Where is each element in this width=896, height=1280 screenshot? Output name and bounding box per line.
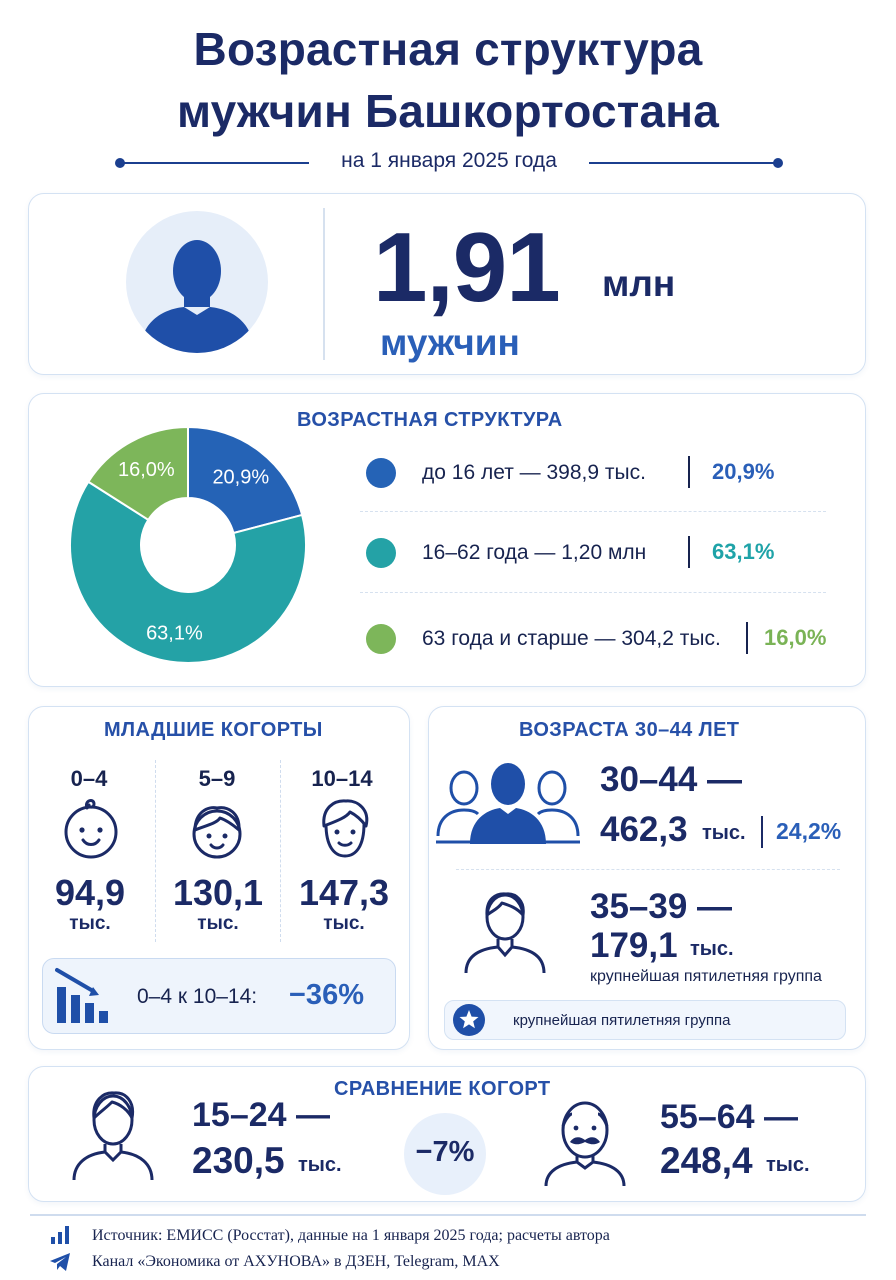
cohort-age-0-4: 0–4: [70, 766, 108, 791]
left-range: 15–24 —: [192, 1096, 330, 1134]
bar-chart-icon: [51, 1226, 69, 1244]
legend-pct-16-62: 63,1%: [712, 539, 775, 564]
trend-text: 0–4 к 10–14:: [137, 985, 258, 1008]
sub-note: крупнейшая пятилетняя группа: [590, 968, 822, 985]
cohort-value-5-9: 130,1: [172, 872, 264, 913]
total-value: 1,91: [373, 212, 561, 322]
pill-text: крупнейшая пятилетняя группа: [513, 1012, 731, 1029]
footer-source: Источник: ЕМИСС (Росстат), данные на 1 я…: [92, 1227, 610, 1244]
legend-row-under16: до 16 лет — 398,9 тыс. 20,9%: [366, 454, 826, 494]
telegram-icon: [50, 1253, 70, 1271]
legend-pct-63plus: 16,0%: [764, 625, 827, 650]
legend-label-63plus: 63 года и старше — 304,2 тыс.: [422, 627, 721, 650]
legend-dot-63plus: [366, 624, 396, 654]
page-title-line1: Возрастная структура: [193, 23, 703, 75]
donut-label-2: 16,0%: [118, 459, 175, 481]
diff-value: −7%: [415, 1136, 475, 1168]
young-man-icon: [72, 1091, 154, 1181]
sub-value: 179,1: [590, 926, 678, 965]
cohort-divider: [280, 760, 281, 942]
child-face-icon: [192, 806, 242, 859]
cohort-divider: [155, 760, 156, 942]
largest-group-pill: крупнейшая пятилетняя группа: [444, 1000, 846, 1040]
left-value: 230,5: [192, 1140, 285, 1181]
trend-box: 0–4 к 10–14: −36%: [42, 958, 396, 1034]
group-icon: [436, 763, 580, 844]
legend-row-16-62: 16–62 года — 1,20 млн 63,1%: [366, 534, 826, 574]
subtitle-line-right: [589, 162, 775, 164]
donut-slice-0: [187, 425, 304, 535]
legend-label-under16: до 16 лет — 398,9 тыс.: [422, 461, 646, 484]
legend-dot-16-62: [366, 538, 396, 568]
mid-pct: 24,2%: [776, 818, 842, 844]
legend-divider: [360, 511, 826, 512]
cohort-age-5-9: 5–9: [198, 766, 236, 791]
compare-title: СРАВНЕНИЕ КОГОРТ: [334, 1078, 551, 1100]
age-donut-chart: 20,9% 63,1% 16,0%: [69, 425, 307, 664]
legend-label-16-62: 16–62 года — 1,20 млн: [422, 541, 647, 564]
subtitle-line-left: [123, 162, 309, 164]
young-cohorts-title: МЛАДШИЕ КОГОРТЫ: [104, 719, 323, 741]
star-icon: [453, 1004, 485, 1036]
subtitle-dot-left: [115, 158, 125, 168]
old-man-mustache-icon: [544, 1101, 626, 1187]
cohort-unit: тыс.: [323, 913, 365, 934]
mid-range: 30–44 —: [600, 760, 743, 799]
cohort-value-10-14: 147,3: [298, 872, 390, 913]
sub-range: 35–39 —: [590, 887, 733, 926]
teen-face-icon: [322, 799, 369, 858]
page-subtitle: на 1 января 2025 года: [341, 149, 557, 172]
right-range: 55–64 —: [660, 1098, 798, 1136]
mid-divider: [456, 869, 840, 870]
mid-unit: тыс.: [702, 822, 746, 844]
baby-face-icon: [64, 799, 118, 859]
cohort-unit: тыс.: [197, 913, 239, 934]
total-divider: [323, 208, 325, 360]
sub-unit: тыс.: [690, 938, 734, 960]
subtitle-dot-right: [773, 158, 783, 168]
decline-chart-icon: [55, 968, 108, 1023]
legend-divider: [360, 592, 826, 593]
mid-age-title: ВОЗРАСТА 30–44 ЛЕТ: [519, 719, 740, 741]
trend-value: −36%: [289, 979, 364, 1011]
legend-sep: [746, 622, 748, 654]
cohort-age-10-14: 10–14: [311, 766, 373, 791]
age-structure-title: ВОЗРАСТНАЯ СТРУКТУРА: [297, 409, 563, 431]
right-unit: тыс.: [766, 1154, 810, 1176]
person-icon: [126, 211, 268, 353]
donut-label-1: 63,1%: [146, 622, 203, 644]
legend-dot-under16: [366, 458, 396, 488]
page-title-line2: мужчин Башкортостана: [176, 85, 720, 137]
footer-channel: Канал «Экономика от АХУНОВА» в ДЗЕН, Tel…: [92, 1253, 500, 1270]
left-unit: тыс.: [298, 1154, 342, 1176]
legend-sep: [688, 536, 690, 568]
cohort-value-0-4: 94,9: [54, 872, 126, 913]
mid-value: 462,3: [600, 810, 688, 849]
legend-row-63plus: 63 года и старше — 304,2 тыс. 16,0%: [366, 620, 826, 660]
footer-line: [30, 1214, 866, 1216]
cohort-unit: тыс.: [69, 913, 111, 934]
legend-sep: [688, 456, 690, 488]
man-outline-icon: [464, 892, 546, 974]
diff-circle: −7%: [404, 1113, 486, 1195]
donut-slice-1: [69, 480, 307, 664]
donut-slice-2: [86, 425, 189, 522]
total-label: мужчин: [380, 322, 520, 363]
right-value: 248,4: [660, 1140, 753, 1181]
subtitle-row: на 1 января 2025 года: [115, 146, 783, 180]
donut-label-0: 20,9%: [212, 466, 269, 488]
mid-age-card: [428, 706, 866, 1050]
legend-pct-under16: 20,9%: [712, 459, 775, 484]
mid-separator: [761, 816, 763, 848]
total-unit: млн: [602, 263, 676, 304]
